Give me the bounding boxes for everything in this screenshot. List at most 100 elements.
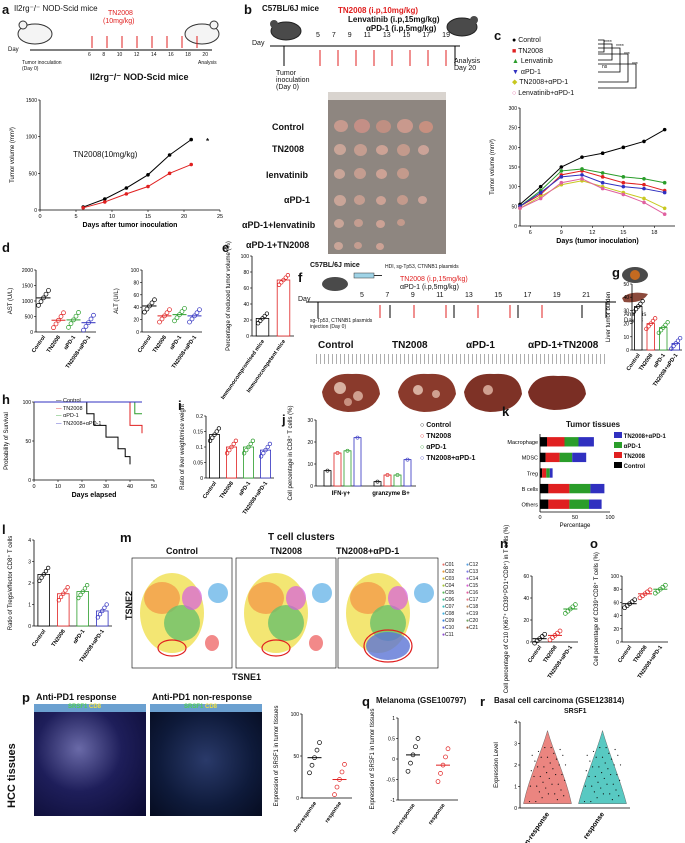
data-point: [663, 322, 668, 328]
y-tick-label: 4: [514, 720, 517, 726]
data-point: [662, 190, 667, 195]
data-point: [124, 186, 129, 190]
tsne-plot-m2: [337, 557, 439, 669]
y-tick-label: 100: [611, 574, 620, 580]
data-point: [593, 791, 595, 793]
bar-segment: [548, 499, 570, 509]
treat1-f: TN2008 (i.p,15mg/kg): [400, 276, 468, 283]
group-label-b5: αPD-1+TN2008: [246, 240, 310, 250]
data-point: [642, 139, 646, 144]
bar: [634, 306, 643, 351]
data-point: [610, 758, 613, 760]
data-point: [550, 635, 555, 640]
x-tick-label: TN2008: [632, 645, 648, 664]
bar: [383, 474, 392, 487]
data-point: [621, 180, 626, 185]
data-point: [63, 588, 68, 593]
cluster-item: ●C17: [466, 597, 479, 603]
x-tick-label: 100: [605, 515, 614, 521]
data-point: [565, 608, 571, 614]
x-axis-label: Days after tumor inoculation: [83, 222, 178, 229]
series-line: [519, 129, 665, 205]
panel-label-g: g: [612, 265, 620, 280]
y-tick-label: 0: [296, 796, 299, 802]
x-tick-label: TN2008+αPD-1: [652, 353, 679, 388]
y-tick-label: 40: [613, 614, 619, 620]
day-tick: 10: [116, 52, 123, 58]
data-point: [177, 312, 182, 317]
bar: [646, 323, 655, 351]
data-point: [229, 444, 234, 450]
y-tick-label: 200: [509, 145, 518, 151]
data-point: [95, 615, 100, 620]
data-point: [609, 793, 611, 795]
data-point: [529, 785, 531, 787]
data-point: [438, 770, 443, 776]
data-point: [564, 764, 567, 766]
data-point: [616, 773, 618, 776]
data-point: [83, 324, 89, 329]
y-tick-label: -0.5: [386, 778, 395, 784]
data-point: [189, 137, 193, 142]
data-point: [167, 307, 172, 313]
x-tick-label: Control: [617, 644, 633, 664]
data-point: [61, 310, 66, 316]
bar-segment: [540, 483, 549, 494]
data-point: [86, 320, 91, 326]
bar-segment: [590, 483, 605, 494]
timeline-days-a: 6 8 10 12 14 16 18 20: [88, 52, 208, 58]
y-tick-label: 2: [514, 763, 517, 769]
data-point: [91, 312, 96, 318]
y-tick-label: 100: [291, 712, 300, 718]
data-point: [41, 295, 46, 301]
data-point: [81, 206, 85, 210]
data-point: [605, 746, 607, 749]
data-point: [612, 783, 614, 785]
data-point: [562, 754, 564, 756]
data-point: [600, 186, 605, 191]
timeline-days-b: 5 7 9 11 13 15 17 19: [316, 32, 450, 39]
data-point: [538, 184, 543, 189]
treat2-f: αPD-1 (i.p,5mg/kg): [400, 284, 459, 291]
data-point: [66, 324, 71, 330]
group-label-m1: TN2008: [270, 546, 303, 556]
sig-label: ****: [616, 44, 624, 50]
data-point: [557, 628, 563, 634]
day-tick: 21: [582, 292, 590, 299]
legend-item: ○ αPD-1: [420, 444, 447, 451]
series-line: [519, 178, 665, 215]
legend-item: ■ TN2008: [512, 47, 543, 55]
mouse-title-a: Il2rg⁻/⁻ NOD-Scid mice: [14, 4, 98, 13]
series-line: [83, 139, 192, 208]
x-tick-label: non-response: [519, 811, 551, 843]
liver-photo-f2: [464, 373, 522, 412]
panel-label-p: p: [22, 690, 30, 705]
y-tick-label: 40: [133, 305, 139, 311]
data-point: [553, 752, 555, 754]
timeline-start-b: Tumor inoculation (Day 0): [276, 70, 310, 91]
y-tick-label: B cells: [522, 487, 538, 493]
data-point: [405, 457, 410, 462]
data-point: [600, 151, 605, 156]
data-point: [317, 740, 322, 745]
panel-label-q: q: [362, 694, 370, 709]
x-tick-label: 0: [38, 214, 41, 220]
tumor-photo-b: [328, 92, 446, 254]
legend-item: ● Control: [512, 37, 541, 44]
panel-label-c: c: [494, 28, 502, 43]
data-point: [124, 192, 129, 196]
data-point: [544, 746, 546, 749]
data-point: [146, 173, 150, 177]
x-tick-label: Immunocompetent mice: [246, 339, 287, 394]
y-axis-label: Liver tumor burden: [606, 292, 612, 342]
bar: [353, 437, 362, 487]
stain-label: SRSF1 CD8: [68, 704, 102, 710]
y-tick-label: 1500: [26, 98, 37, 104]
group-label-m2: TN2008+αPD-1: [336, 546, 400, 556]
y-tick-label: 60: [243, 286, 249, 292]
ihc-image-response: SRSF1 CD8: [34, 704, 146, 816]
data-point: [435, 779, 441, 784]
x-tick-label: 40: [127, 484, 133, 490]
data-point: [104, 602, 109, 607]
